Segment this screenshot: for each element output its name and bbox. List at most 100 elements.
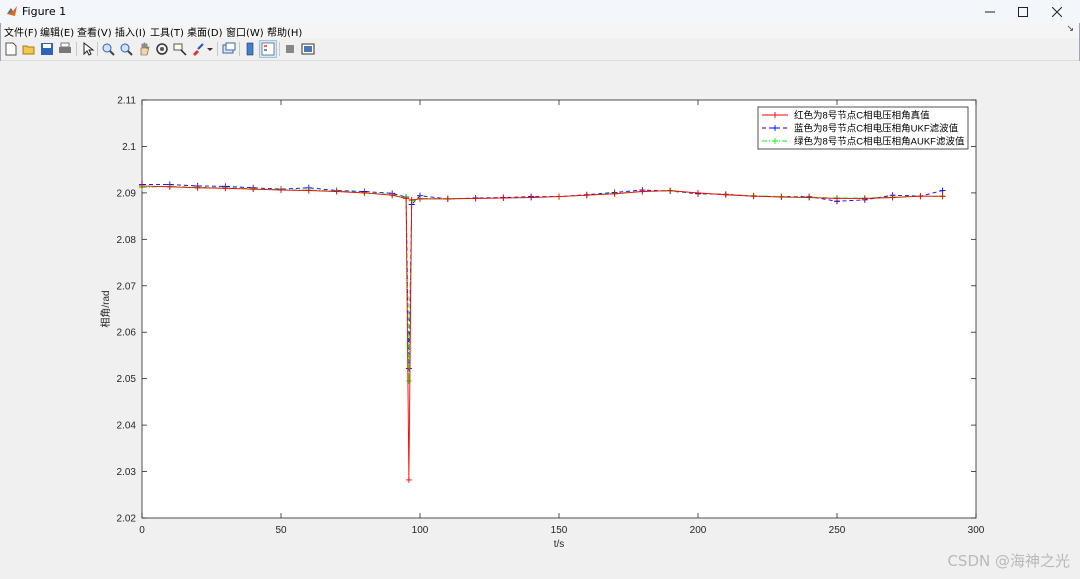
- legend-icon[interactable]: [259, 40, 277, 58]
- brush-dropdown-icon[interactable]: [206, 41, 214, 57]
- toolbar-separator: [217, 42, 218, 56]
- menu-help[interactable]: 帮助(H): [267, 28, 303, 39]
- data-point-marker: [333, 188, 340, 195]
- data-point-marker: [361, 189, 368, 196]
- data-point-marker: [750, 193, 757, 200]
- legend-entry-label: 蓝色为8号节点C相电压相角UKF滤波值: [794, 123, 959, 135]
- line-chart: 0 50 100 150 200 250 300 2.02 2.03 2.04 2.05 2.06 2.…: [99, 96, 985, 551]
- y-tick-label: 2.02: [117, 514, 137, 525]
- matlab-logo-icon: [7, 6, 17, 16]
- menu-bar: 文件(F) 编辑(E) 查看(V) 插入(I) 工具(T) 桌面(D) 窗口(W…: [0, 23, 1080, 39]
- menu-file[interactable]: 文件(F): [4, 28, 38, 39]
- data-point-marker: [472, 195, 479, 202]
- y-tick-label: 2.06: [117, 328, 137, 339]
- x-tick-label: 50: [275, 525, 287, 536]
- data-point-marker: [528, 194, 535, 201]
- data-point-marker: [417, 195, 423, 202]
- close-icon: [1052, 6, 1062, 17]
- minimize-icon: [985, 11, 995, 12]
- legend-marker-sample: [772, 125, 778, 131]
- data-point-marker: [583, 192, 590, 199]
- y-tick-label: 2.11: [117, 96, 136, 107]
- window-title: Figure 1: [22, 5, 67, 18]
- data-point-marker: [939, 187, 946, 194]
- x-tick-label: 100: [412, 525, 429, 536]
- legend-marker-sample: [772, 138, 778, 144]
- link-plot-icon[interactable]: [221, 41, 237, 57]
- legend[interactable]: 红色为8号节点C相电压相角真值蓝色为8号节点C相电压相角UKF滤波值绿色为8号节…: [757, 106, 969, 150]
- x-axis-label: t/s: [554, 539, 565, 550]
- legend-entry-label: 绿色为8号节点C相电压相角AUKF滤波值: [794, 136, 965, 148]
- data-point-marker: [405, 377, 412, 384]
- data-point-marker: [500, 194, 507, 201]
- data-point-marker: [250, 186, 257, 193]
- pan-icon[interactable]: [136, 41, 152, 57]
- brush-icon[interactable]: [190, 41, 206, 57]
- menu-view[interactable]: 查看(V): [77, 28, 112, 39]
- legend-entry-label: 红色为8号节点C相电压相角真值: [794, 110, 930, 122]
- data-point-marker: [889, 194, 896, 201]
- y-tick-label: 2.1: [122, 142, 136, 153]
- maximize-button[interactable]: [1008, 0, 1038, 23]
- colorbar-icon[interactable]: [242, 41, 258, 57]
- watermark: CSDN @海神之光: [947, 552, 1070, 570]
- data-point-marker: [667, 187, 674, 194]
- print-icon[interactable]: [57, 41, 73, 57]
- toolbar-separator: [76, 42, 77, 56]
- data-point-marker: [139, 182, 145, 189]
- data-point-marker: [194, 184, 201, 191]
- y-tick-label: 2.03: [117, 467, 137, 478]
- y-tick-label: 2.08: [117, 235, 137, 246]
- zoom-in-icon[interactable]: [100, 41, 116, 57]
- data-cursor-icon[interactable]: [172, 41, 188, 57]
- data-point-marker: [389, 192, 396, 199]
- data-point-marker: [806, 194, 813, 201]
- x-tick-label: 250: [829, 525, 846, 536]
- toolbar-separator: [239, 42, 240, 56]
- data-point-marker: [939, 193, 946, 200]
- x-tick-label: 150: [551, 525, 568, 536]
- menu-window[interactable]: 窗口(W): [226, 28, 264, 39]
- data-point-marker: [834, 195, 840, 202]
- data-point-marker: [695, 189, 701, 196]
- menu-desktop[interactable]: 桌面(D): [187, 28, 223, 39]
- figure-canvas: 0 50 100 150 200 250 300 2.02 2.03 2.04 2.05 2.06 2.…: [0, 61, 1080, 575]
- x-tick-label: 200: [690, 525, 707, 536]
- save-icon[interactable]: [39, 41, 55, 57]
- data-point-marker: [408, 196, 415, 203]
- data-point-marker: [405, 476, 412, 483]
- close-button[interactable]: [1042, 0, 1072, 23]
- open-file-icon[interactable]: [21, 41, 37, 57]
- y-tick-label: 2.04: [117, 421, 137, 432]
- maximize-icon: [1018, 6, 1028, 17]
- hide-plot-tools-icon[interactable]: [282, 41, 298, 57]
- rotate-3d-icon[interactable]: [154, 41, 170, 57]
- minimize-button[interactable]: [975, 0, 1005, 23]
- data-point-marker: [403, 195, 410, 202]
- legend-marker-sample: [772, 112, 778, 118]
- show-plot-tools-icon[interactable]: [300, 41, 316, 57]
- data-point-marker: [861, 195, 868, 202]
- new-figure-icon[interactable]: [3, 41, 19, 57]
- data-point-marker: [444, 195, 451, 202]
- pointer-icon[interactable]: [80, 41, 96, 57]
- data-point-marker: [722, 191, 729, 198]
- menu-tools[interactable]: 工具(T): [150, 28, 184, 39]
- data-point-marker: [556, 193, 562, 200]
- data-point-marker: [917, 193, 924, 200]
- y-axis-label: 相角/rad: [99, 290, 112, 327]
- data-point-marker: [278, 187, 284, 194]
- x-tick-label: 0: [139, 525, 145, 536]
- toolbar-separator: [97, 42, 98, 56]
- y-tick-label: 2.05: [117, 374, 137, 385]
- data-point-marker: [778, 194, 785, 201]
- x-tick-label: 300: [968, 525, 985, 536]
- menu-edit[interactable]: 编辑(E): [40, 28, 75, 39]
- menu-dock-arrow-icon[interactable]: ↘: [1066, 24, 1074, 34]
- menu-insert[interactable]: 插入(I): [115, 28, 146, 39]
- data-point-marker: [305, 187, 312, 194]
- series-1: [139, 182, 946, 483]
- zoom-out-icon[interactable]: [118, 41, 134, 57]
- data-point-marker: [222, 185, 229, 192]
- y-tick-label: 2.07: [117, 281, 137, 292]
